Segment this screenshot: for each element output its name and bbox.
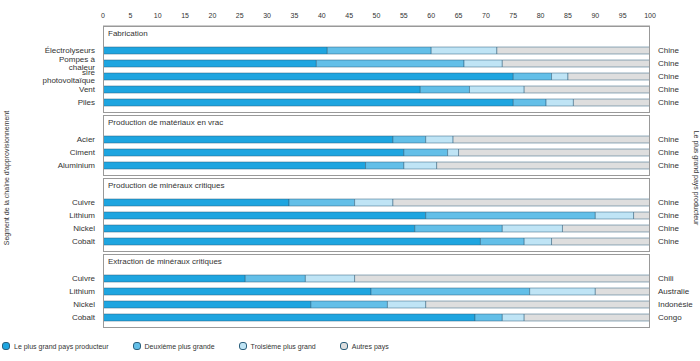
svg-text:Australie: Australie — [658, 287, 690, 296]
svg-text:Chine: Chine — [658, 211, 679, 220]
svg-text:Chine: Chine — [658, 85, 679, 94]
svg-text:sirephotovoltaïque: sirephotovoltaïque — [43, 68, 96, 85]
svg-text:80: 80 — [537, 12, 545, 19]
svg-text:5: 5 — [128, 12, 132, 19]
svg-text:Chili: Chili — [658, 274, 674, 283]
svg-text:Indonésie: Indonésie — [658, 300, 692, 309]
svg-text:Chine: Chine — [658, 161, 679, 170]
svg-text:Électrolyseurs: Électrolyseurs — [45, 46, 95, 55]
svg-text:Chine: Chine — [658, 135, 679, 144]
svg-text:10: 10 — [154, 12, 162, 19]
svg-text:95: 95 — [619, 12, 627, 19]
svg-text:65: 65 — [455, 12, 463, 19]
svg-text:Chine: Chine — [658, 148, 679, 157]
svg-text:Aluminium: Aluminium — [58, 161, 96, 170]
svg-text:30: 30 — [263, 12, 271, 19]
svg-text:Chine: Chine — [658, 98, 679, 107]
svg-text:Ciment: Ciment — [70, 148, 96, 157]
svg-text:Nickel: Nickel — [73, 224, 95, 233]
svg-text:Lithium: Lithium — [69, 211, 95, 220]
svg-text:70: 70 — [482, 12, 490, 19]
svg-text:90: 90 — [591, 12, 599, 19]
svg-text:50: 50 — [373, 12, 381, 19]
svg-text:Vent: Vent — [79, 85, 96, 94]
svg-text:Chine: Chine — [658, 72, 679, 81]
svg-text:15: 15 — [181, 12, 189, 19]
svg-text:25: 25 — [236, 12, 244, 19]
svg-text:100: 100 — [644, 12, 656, 19]
svg-text:Cobalt: Cobalt — [72, 313, 96, 322]
svg-text:Cobalt: Cobalt — [72, 237, 96, 246]
svg-text:20: 20 — [209, 12, 217, 19]
svg-text:Lithium: Lithium — [69, 287, 95, 296]
svg-text:Chine: Chine — [658, 224, 679, 233]
svg-text:45: 45 — [345, 12, 353, 19]
svg-text:85: 85 — [564, 12, 572, 19]
svg-text:Chine: Chine — [658, 198, 679, 207]
svg-text:Segment de la chaîne d'approvi: Segment de la chaîne d'approvisionnement — [8, 111, 11, 245]
svg-text:Acier: Acier — [77, 135, 96, 144]
svg-text:Nickel: Nickel — [73, 300, 95, 309]
svg-text:Chine: Chine — [658, 237, 679, 246]
svg-text:75: 75 — [509, 12, 517, 19]
svg-text:Piles: Piles — [78, 98, 95, 107]
svg-text:0: 0 — [101, 12, 105, 19]
svg-text:55: 55 — [400, 12, 408, 19]
svg-text:60: 60 — [427, 12, 435, 19]
svg-text:Chine: Chine — [658, 46, 679, 55]
svg-text:Cuivre: Cuivre — [72, 198, 96, 207]
svg-text:Cuivre: Cuivre — [72, 274, 96, 283]
svg-text:Chine: Chine — [658, 59, 679, 68]
svg-text:Congo: Congo — [658, 313, 682, 322]
svg-text:40: 40 — [318, 12, 326, 19]
svg-text:35: 35 — [291, 12, 299, 19]
